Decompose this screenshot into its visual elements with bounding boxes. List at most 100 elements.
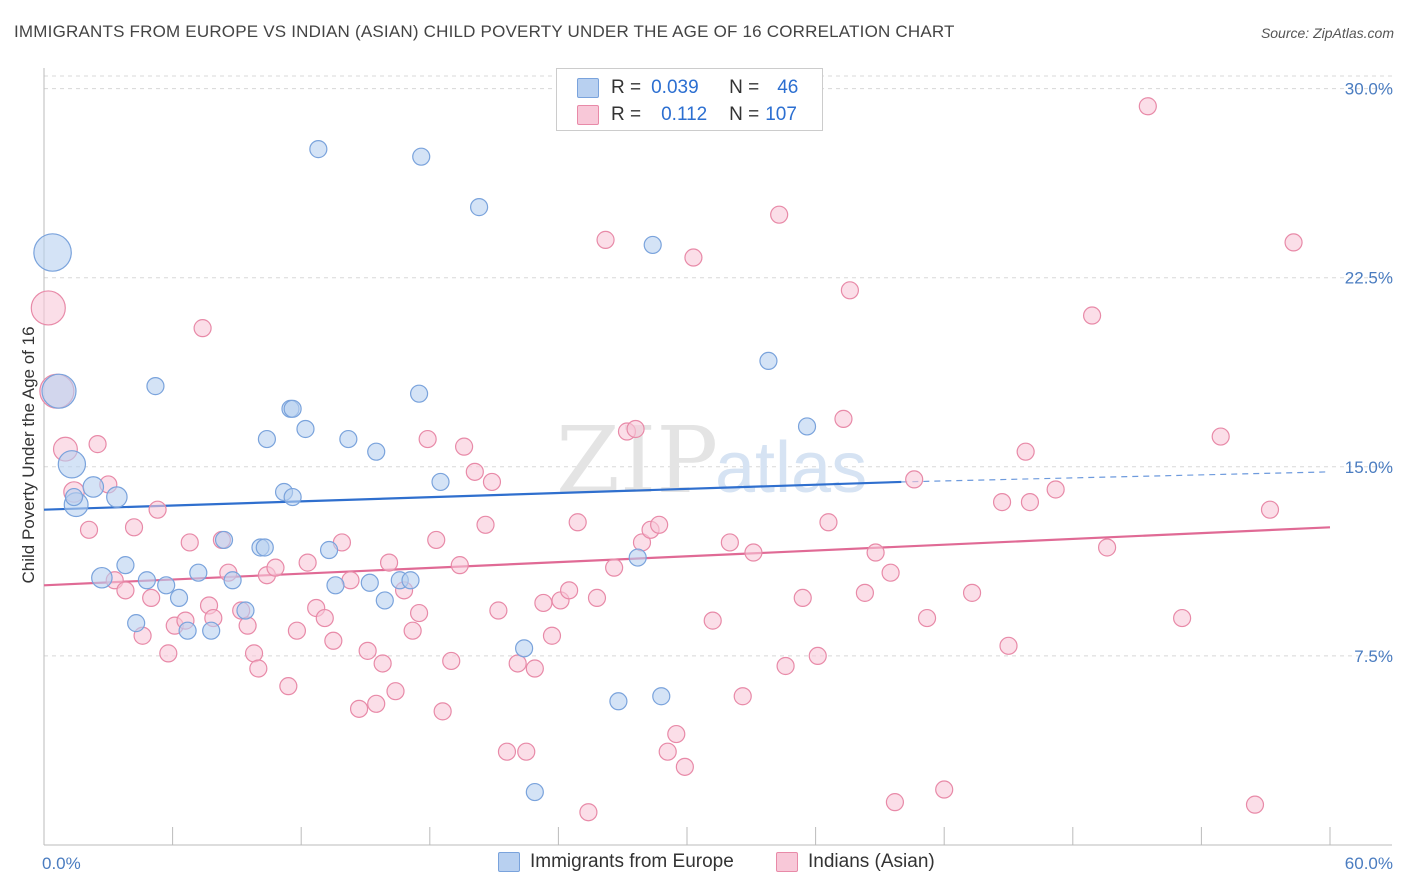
bottom-legend-swatch-pink [776,852,798,872]
indian-point [266,558,285,577]
europe-point [339,429,358,449]
europe-point [309,140,328,159]
indian-point [497,742,517,761]
indian-point [279,677,298,696]
indian-point [744,543,763,562]
indian-point [450,556,469,575]
legend-swatch-pink [577,105,599,125]
europe-point [515,639,534,658]
y-tick-label: 30.0% [1345,80,1393,99]
indian-point [180,533,199,552]
europe-point [401,571,420,590]
europe-point [255,538,274,557]
indian-point [992,493,1012,512]
indian-point [517,742,536,761]
indian-point [703,611,722,630]
indian-point [1082,306,1102,325]
europe-point [283,487,302,507]
chart-title: IMMIGRANTS FROM EUROPE VS INDIAN (ASIAN)… [14,22,955,41]
indian-point [885,793,905,812]
legend-r-label: R = [611,77,642,98]
legend-box: R = 0.039 N = 46 R = 0.112 N = 107 [556,68,823,131]
indian-point [834,409,853,428]
indian-point [324,631,343,650]
indian-point [403,621,422,640]
indian-point [1211,427,1230,446]
indian-point [1046,480,1065,499]
indian-point [238,616,257,635]
indian-point [159,644,178,663]
indian-point [962,583,982,602]
indian-point [560,581,579,600]
indian-point [1020,493,1040,512]
indian-point [298,553,317,572]
indian-point [244,644,264,663]
legend-swatch-blue [577,78,599,98]
indian-point [88,435,107,454]
x-tick-label: 0.0% [42,854,81,873]
indian-point [454,437,474,456]
legend-n-value: 107 [765,104,797,125]
source-label: Source: ZipAtlas.com [1260,25,1394,41]
europe-point [412,147,431,166]
indian-point [650,515,669,534]
indian-point [249,659,268,678]
indian-point [442,651,461,671]
indian-point [142,588,161,608]
indian-point [287,621,307,640]
indian-point [579,803,598,822]
europe-point [57,450,87,479]
trend-lines [43,471,1331,587]
europe-point [202,621,221,640]
europe-point [127,614,146,633]
europe-point [137,571,156,590]
indian-point [1245,795,1265,814]
europe-point [431,472,450,492]
europe-point [409,384,429,403]
indian-point [1097,538,1117,557]
indian-point [605,558,624,577]
indian-point [476,515,495,534]
europe-point [367,442,386,461]
legend-r-label: R = [611,104,642,125]
indian-point [409,603,429,623]
axes [43,68,1392,846]
indian-point [1016,442,1035,461]
bottom-legend-label: Immigrants from Europe [530,851,734,872]
indian-point [124,518,144,537]
indian-point [675,757,694,776]
indian-point [720,533,739,552]
europe-point [296,419,315,439]
indian-point [433,702,452,721]
europe-point [283,399,302,418]
indian-point [587,588,607,608]
indian-point [733,687,752,706]
indian-point [542,626,562,645]
indian-point [315,608,334,628]
europe-point [146,377,165,396]
indian-point [999,636,1018,655]
europe-point [214,530,234,550]
indian-point [776,656,795,676]
europe-point [189,563,208,582]
indian-point [482,472,502,492]
europe-point [609,692,628,711]
europe-point [91,566,113,589]
indian-point [193,319,212,338]
tick-labels: 7.5% 15.0% 22.5% 30.0% 0.0% 60.0% [42,80,1393,873]
indian-point [808,646,827,666]
indian-point [568,513,587,532]
indian-point [525,659,544,678]
legend-r-value: 0.039 [651,77,699,98]
legend-n-label: N = [729,77,760,98]
y-tick-label: 7.5% [1354,647,1393,666]
data-points [30,97,1303,822]
bottom-legend-swatch-blue [498,852,520,872]
watermark-atlas: atlas [715,428,867,508]
legend-row-indians: R = 0.112 N = 107 [577,104,797,126]
europe-point [41,373,77,409]
europe-point [116,556,135,575]
indian-point [508,654,527,673]
indian-point [358,641,377,660]
